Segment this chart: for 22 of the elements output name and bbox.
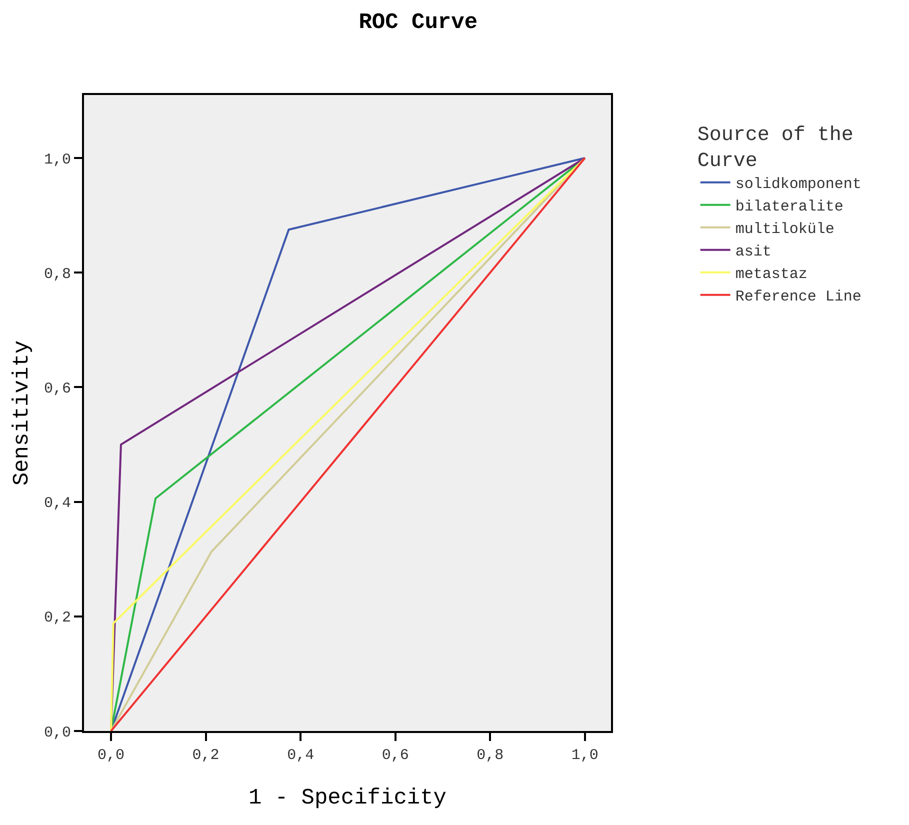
legend-label: multiloküle [735, 221, 834, 238]
y-tick-label: 0,4 [44, 495, 71, 512]
legend-label: metastaz [735, 266, 808, 284]
y-axis-title: Sensitivity [9, 340, 34, 486]
x-tick-label: 0,2 [192, 747, 220, 764]
x-tick-label: 0,0 [98, 747, 125, 764]
legend-label: bilateralite [735, 198, 844, 216]
x-axis-title: 1 - Specificity [248, 785, 447, 810]
legend-label: asit [735, 244, 772, 261]
y-tick-label: 0,0 [44, 724, 71, 742]
y-tick-label: 0,6 [44, 380, 71, 398]
x-tick-label: 0,8 [476, 747, 504, 764]
legend-label: Reference Line [735, 288, 862, 306]
y-tick-label: 1,0 [44, 151, 71, 168]
legend-label: solidkomponent [735, 176, 862, 194]
y-tick-label: 0,2 [44, 610, 71, 627]
x-tick-label: 1,0 [571, 747, 598, 764]
x-tick-label: 0,6 [382, 747, 409, 764]
chart-title: ROC Curve [358, 10, 478, 35]
y-tick-label: 0,8 [44, 266, 71, 283]
legend-title: Source of the Curve [697, 124, 854, 174]
x-tick-label: 0,4 [287, 747, 314, 764]
